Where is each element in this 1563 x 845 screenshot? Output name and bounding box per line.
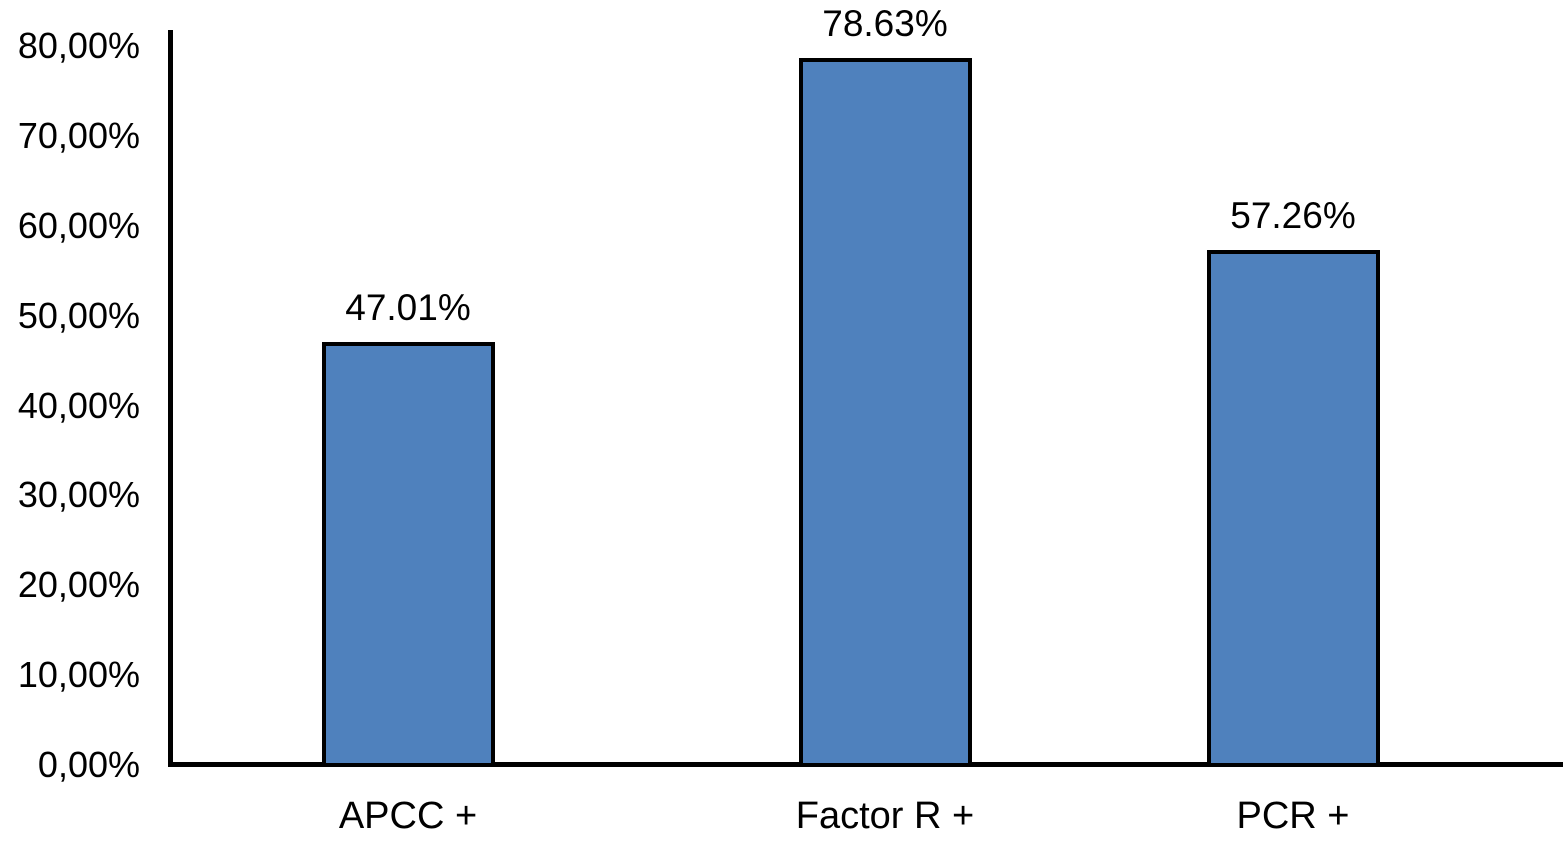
bar-factor-r-: [798, 58, 972, 767]
y-axis-tick-label: 70,00%: [17, 114, 140, 156]
y-axis-tick-label: 10,00%: [17, 654, 140, 696]
y-axis-tick-label: 80,00%: [17, 25, 140, 66]
bar-value-label: 78.63%: [822, 3, 948, 45]
y-axis-tick-label: 30,00%: [17, 474, 140, 516]
x-axis-category-label: Factor R +: [795, 795, 975, 837]
y-axis-tick-label: 50,00%: [17, 294, 140, 336]
x-axis-category-label: PCR +: [1236, 795, 1350, 837]
bar-value-label: 47.01%: [345, 287, 471, 329]
bar-pcr-: [1206, 250, 1380, 767]
bar-apcc-: [321, 342, 495, 767]
y-axis-tick-label: 0,00%: [37, 744, 140, 785]
x-axis-category-label: APCC +: [338, 795, 478, 837]
y-axis-tick-label: 20,00%: [17, 564, 140, 606]
y-axis-tick-label: 60,00%: [17, 204, 140, 246]
y-axis-tick-label: 40,00%: [17, 384, 140, 426]
y-axis-line: [168, 30, 173, 767]
bar-value-label: 57.26%: [1230, 195, 1356, 237]
